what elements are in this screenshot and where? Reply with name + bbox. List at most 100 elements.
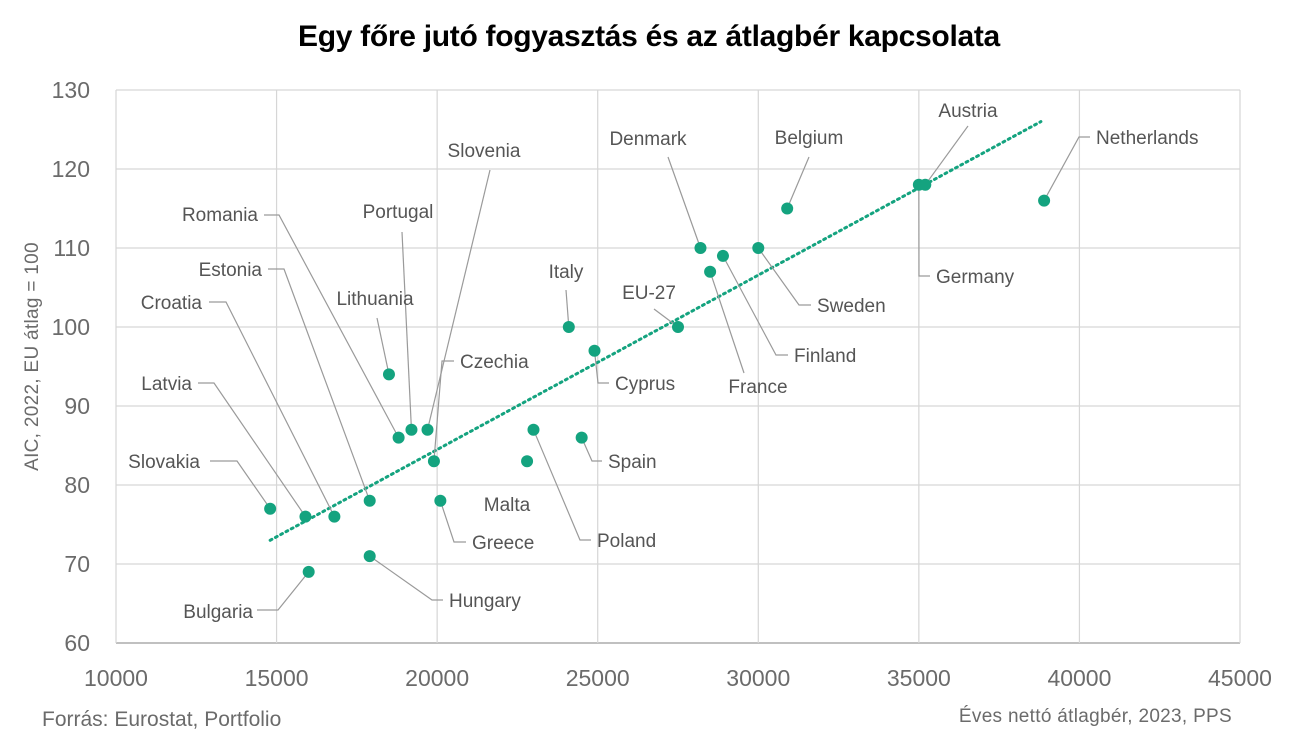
data-point-czechia [427,455,440,468]
point-label: Slovenia [448,141,521,162]
point-label: Sweden [817,296,886,317]
leader-line [426,169,491,430]
point-label: Latvia [141,374,192,395]
point-label: Italy [549,262,584,283]
y-tick-label: 90 [64,393,90,419]
axis-layer: 60 70 80 90 100 110 120 130 10000 15000 20000 25000… [52,77,1272,691]
data-point-cyprus [588,344,601,357]
point-label: Austria [938,101,998,122]
leader-line [210,460,271,510]
leader-line [369,555,443,601]
leader-line [209,301,335,517]
point-label: France [728,377,787,398]
leader-line [401,231,413,430]
data-point-poland [527,423,540,436]
leader-line [532,429,591,541]
leader-line [198,382,306,517]
data-point-italy [562,321,575,333]
chart-title: Egy főre jutó fogyasztás és az átlagbér … [298,20,1000,53]
data-point-estonia [363,494,376,507]
data-point-greece [434,494,447,507]
leader-line [565,289,570,328]
data-point-slovakia [264,502,277,515]
y-tick-label: 120 [52,156,90,182]
point-label: EU-27 [622,283,676,304]
leader-line [918,184,930,277]
leader-line [581,437,602,462]
point-label: Estonia [199,260,263,281]
x-tick-label: 25000 [566,665,630,691]
leader-line [593,350,609,384]
points-layer [264,178,1051,578]
point-label: Poland [597,531,656,552]
data-point-hungary [363,550,376,563]
data-point-france [704,265,717,278]
y-tick-label: 130 [52,77,90,103]
point-label: Netherlands [1096,128,1198,149]
point-label: Greece [472,533,534,554]
data-point-belgium [781,202,794,215]
point-label: Portugal [363,202,434,223]
y-tick-label: 70 [64,551,90,577]
data-point-finland [716,249,729,262]
data-point-eu-27 [672,321,684,333]
point-label: Slovakia [128,452,200,473]
leader-line [257,571,310,611]
point-label: Croatia [141,293,203,314]
x-tick-label: 10000 [84,665,148,691]
point-label: Cyprus [615,374,675,395]
leader-line [439,500,466,543]
trendline-layer [268,120,1043,542]
data-point-latvia [299,510,312,523]
y-tick-label: 60 [64,630,90,656]
y-axis-label: AIC, 2022, EU átlag = 100 [22,242,43,471]
point-label: Romania [182,205,258,226]
leader-line [786,156,810,209]
data-point-sweden [752,242,765,254]
y-tick-label: 110 [53,235,90,261]
data-point-spain [575,431,588,444]
data-point-malta [521,455,534,468]
point-label: Spain [608,452,657,473]
y-tick-label: 80 [64,472,90,498]
x-tick-label: 15000 [245,665,309,691]
leader-line [1043,136,1090,201]
data-point-netherlands [1038,194,1051,207]
point-label: Belgium [775,128,844,149]
leader-line [667,156,702,249]
data-point-bulgaria [302,565,315,578]
data-point-romania [392,431,405,444]
point-label: Czechia [460,352,529,373]
x-tick-label: 20000 [405,665,469,691]
x-tick-label: 45000 [1208,665,1272,691]
data-point-lithuania [382,368,395,381]
data-point-croatia [328,510,341,523]
data-point-slovenia [421,423,434,436]
leader-line [722,255,788,356]
leader-line [757,247,811,306]
grid-layer [115,89,1241,644]
point-label: Germany [936,267,1015,288]
data-point-austria [919,178,932,191]
data-point-portugal [405,423,418,436]
x-tick-label: 40000 [1047,665,1111,691]
point-label: Denmark [609,129,687,150]
source-note: Forrás: Eurostat, Portfolio [42,708,282,731]
point-label: Lithuania [336,289,414,310]
data-point-denmark [694,242,707,254]
leader-lines-layer [198,125,1090,611]
point-label: Hungary [449,591,521,612]
point-labels-layer: Slovakia Latvia Bulgaria Croatia Estonia Hung… [128,101,1198,623]
leader-line [924,125,969,186]
point-label: Finland [794,346,856,367]
leader-line [264,214,400,438]
leader-line [376,317,390,375]
leader-line [433,360,454,462]
leader-line [268,268,371,502]
x-tick-label: 35000 [887,665,951,691]
x-tick-label: 30000 [726,665,790,691]
trendline [268,120,1043,542]
point-label: Malta [484,495,531,516]
y-tick-label: 100 [52,314,90,340]
